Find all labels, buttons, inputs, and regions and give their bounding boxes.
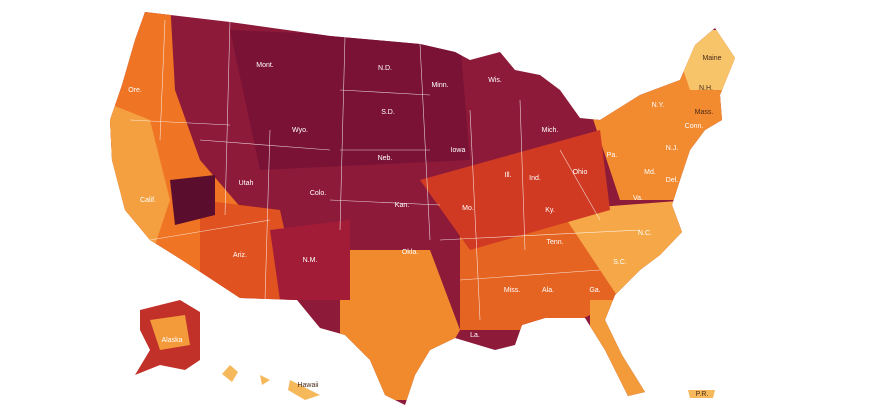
state-label: Ind. [529, 175, 541, 182]
state-label: Minn. [431, 82, 448, 89]
state-label: Neb. [378, 155, 393, 162]
state-label: N.M. [303, 257, 318, 264]
state-label: Ill. [505, 172, 512, 179]
state-label: Kan. [395, 202, 409, 209]
state-label: Md. [644, 169, 656, 176]
state-label: N.J. [666, 145, 679, 152]
state-label: Wis. [488, 77, 502, 84]
state-label: P.R. [696, 391, 709, 398]
state-label: Calif. [140, 197, 156, 204]
state-label: Del. [666, 177, 679, 184]
state-label: Okla. [402, 249, 418, 256]
state-label: Maine [702, 55, 721, 62]
state-label: Mo. [462, 205, 474, 212]
state-label: N.Y. [652, 102, 665, 109]
state-label: Mich. [542, 127, 559, 134]
state-label: Alaska [161, 337, 182, 344]
alaska-region [150, 315, 190, 350]
state-label: Tenn. [546, 239, 563, 246]
state-label: Utah [239, 180, 254, 187]
state-label: Colo. [310, 190, 326, 197]
puerto-rico [688, 390, 715, 398]
state-label: Conn. [685, 123, 704, 130]
state-label: Ore. [128, 87, 142, 94]
state-label: Hawaii [297, 382, 318, 389]
state-label: N.D. [378, 65, 392, 72]
state-label: Va. [633, 195, 643, 202]
state-label: Ky. [545, 207, 555, 214]
state-label: Mass. [695, 109, 714, 116]
state-label: S.D. [381, 109, 395, 116]
state-label: Ariz. [233, 252, 247, 259]
state-label: Ala. [542, 287, 554, 294]
state-label: Ohio [573, 169, 588, 176]
state-label: La. [470, 332, 480, 339]
state-label: Miss. [504, 287, 520, 294]
state-label: Wyo. [292, 127, 308, 134]
state-label: Ga. [589, 287, 600, 294]
state-label: N.C. [638, 230, 652, 237]
state-label: S.C. [613, 259, 627, 266]
state-label: Iowa [451, 147, 466, 154]
state-label: Pa. [607, 152, 618, 159]
state-label: N.H. [699, 85, 713, 92]
state-label: Fla. [619, 344, 631, 351]
hawaii [222, 365, 320, 400]
state-label: Mont. [256, 62, 274, 69]
